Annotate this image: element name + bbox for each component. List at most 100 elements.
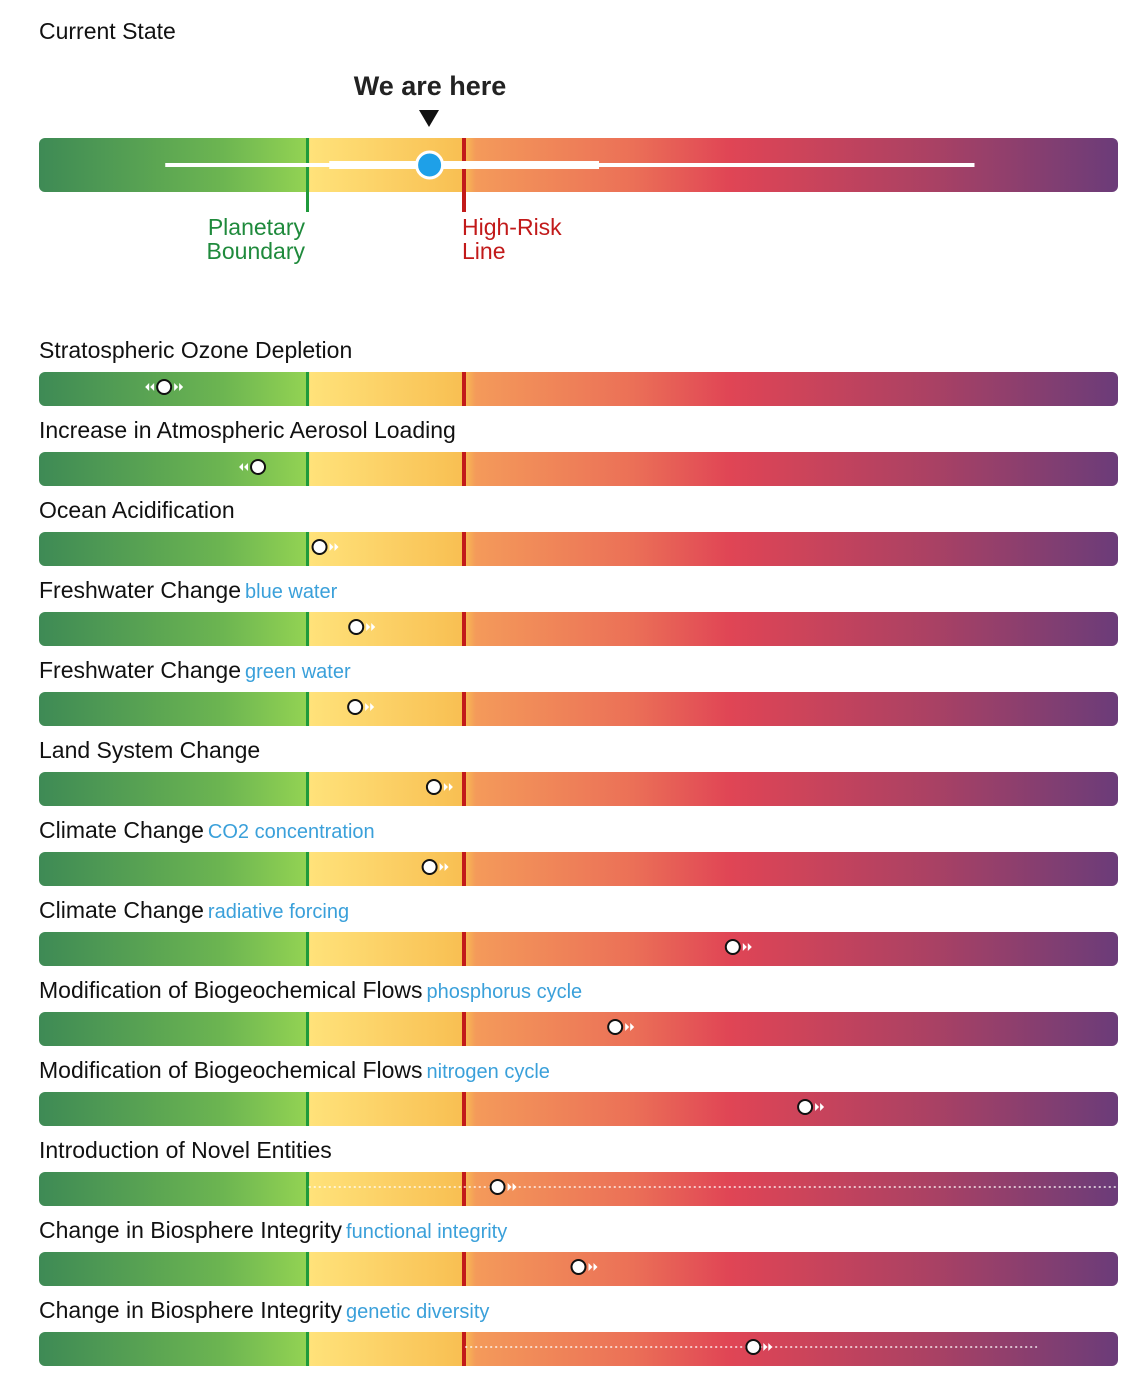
row-title: Freshwater Change blue water [39, 577, 337, 604]
row-value-marker [250, 459, 267, 475]
row-title: Ocean Acidification [39, 497, 235, 524]
summary-current-marker [415, 150, 445, 180]
row-value-marker [421, 859, 438, 875]
trend-right-icon [747, 943, 752, 951]
row-high-risk-marker [462, 612, 466, 646]
row-subtitle: blue water [245, 581, 338, 603]
trend-right-icon [815, 1103, 820, 1111]
trend-right-icon [444, 863, 449, 871]
down-arrow-icon [419, 110, 439, 127]
row-title: Modification of Biogeochemical Flows phos… [39, 977, 582, 1004]
trend-right-icon [763, 1343, 768, 1351]
row-scale-bar [39, 372, 1118, 406]
row-subtitle: genetic diversity [346, 1301, 490, 1323]
row-name: Change in Biosphere Integrity [39, 1297, 343, 1323]
trend-left-icon [244, 463, 249, 471]
row-value-marker [347, 699, 364, 715]
row-high-risk-marker [462, 532, 466, 566]
row-planetary-boundary-marker [306, 372, 309, 406]
row-subtitle: functional integrity [346, 1221, 508, 1243]
row-high-risk-marker [462, 1172, 466, 1206]
row-planetary-boundary-marker [306, 1252, 309, 1286]
row-value-marker [425, 779, 442, 795]
trend-right-icon [630, 1023, 635, 1031]
row-name: Change in Biosphere Integrity [39, 1217, 343, 1243]
row-title: Change in Biosphere Integrity functional … [39, 1217, 507, 1244]
row-name: Modification of Biogeochemical Flows [39, 1057, 423, 1083]
row-high-risk-marker [462, 932, 466, 966]
trend-right-icon [593, 1263, 598, 1271]
trend-right-icon [820, 1103, 825, 1111]
row-planetary-boundary-marker [306, 1332, 309, 1366]
trend-right-icon [507, 1183, 512, 1191]
trend-right-icon [179, 383, 184, 391]
trend-right-icon [443, 783, 448, 791]
row-planetary-boundary-marker [306, 1092, 309, 1126]
trend-right-icon [768, 1343, 773, 1351]
row-subtitle: green water [245, 661, 351, 683]
row-subtitle: radiative forcing [207, 901, 350, 923]
row-title: Climate Change CO2 concentration [39, 817, 375, 844]
row-high-risk-marker [462, 692, 466, 726]
row-subtitle: nitrogen cycle [426, 1061, 550, 1083]
row-name: Land System Change [39, 737, 261, 763]
row-planetary-boundary-marker [306, 1172, 309, 1206]
row-value-marker [745, 1339, 762, 1355]
row-title: Land System Change [39, 737, 260, 764]
trend-right-icon [625, 1023, 630, 1031]
row-value-marker [724, 939, 741, 955]
row-planetary-boundary-marker [306, 532, 309, 566]
row-name: Freshwater Change [39, 577, 241, 603]
row-subtitle: phosphorus cycle [426, 981, 583, 1003]
row-high-risk-marker [462, 1252, 466, 1286]
row-high-risk-marker [462, 1332, 466, 1366]
row-scale-bar [39, 1012, 1118, 1046]
row-value-marker [311, 539, 328, 555]
row-subtitle: CO2 concentration [207, 821, 375, 843]
row-name: Stratospheric Ozone Depletion [39, 337, 353, 363]
row-name: Introduction of Novel Entities [39, 1137, 332, 1163]
trend-right-icon [742, 943, 747, 951]
summary-high-risk-marker [462, 138, 466, 212]
page-title: Current State [39, 18, 176, 44]
row-high-risk-marker [462, 772, 466, 806]
trend-left-icon [239, 463, 244, 471]
trend-right-icon [329, 543, 334, 551]
row-value-marker [570, 1259, 587, 1275]
trend-right-icon [439, 863, 444, 871]
planetary-boundary-label-line1: Planetary [207, 214, 305, 240]
row-planetary-boundary-marker [306, 932, 309, 966]
row-title: Change in Biosphere Integrity genetic div… [39, 1297, 489, 1324]
row-name: Freshwater Change [39, 657, 241, 683]
row-planetary-boundary-marker [306, 852, 309, 886]
row-value-marker [797, 1099, 814, 1115]
row-scale-bar [39, 692, 1118, 726]
high-risk-label-line2: Line [462, 238, 506, 264]
row-planetary-boundary-marker [306, 1012, 309, 1046]
row-planetary-boundary-marker [306, 692, 309, 726]
row-title: Introduction of Novel Entities [39, 1137, 332, 1164]
trend-left-icon [145, 383, 150, 391]
row-scale-bar [39, 612, 1118, 646]
trend-right-icon [448, 783, 453, 791]
row-high-risk-marker [462, 1012, 466, 1046]
row-scale-bar [39, 1332, 1118, 1366]
row-scale-bar [39, 852, 1118, 886]
row-planetary-boundary-marker [306, 612, 309, 646]
summary-planetary-boundary-marker [306, 138, 309, 212]
row-name: Ocean Acidification [39, 497, 235, 523]
row-title: Climate Change radiative forcing [39, 897, 349, 924]
row-name: Modification of Biogeochemical Flows [39, 977, 423, 1003]
row-value-marker [489, 1179, 506, 1195]
trend-right-icon [371, 623, 376, 631]
row-value-marker [156, 379, 173, 395]
trend-right-icon [588, 1263, 593, 1271]
row-name: Increase in Atmospheric Aerosol Loading [39, 417, 456, 443]
row-planetary-boundary-marker [306, 452, 309, 486]
row-planetary-boundary-marker [306, 772, 309, 806]
trend-right-icon [370, 703, 375, 711]
row-scale-bar [39, 452, 1118, 486]
row-title: Stratospheric Ozone Depletion [39, 337, 352, 364]
row-high-risk-marker [462, 852, 466, 886]
